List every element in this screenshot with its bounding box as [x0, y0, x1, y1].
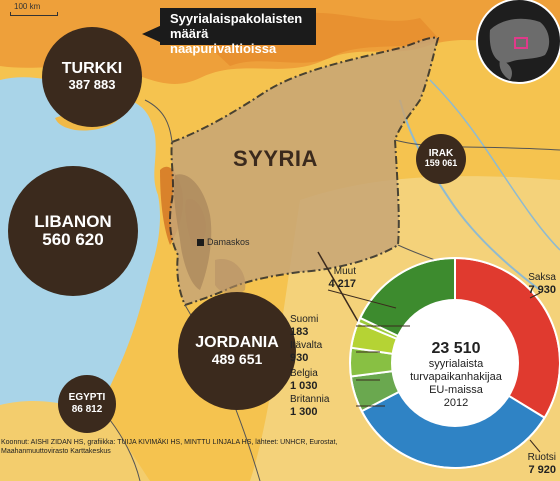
- jordania-value: 489 651: [211, 350, 263, 367]
- sources-text: Koonnut: AISHI ZIDAN HS, grafiikka: TUIJ…: [1, 439, 338, 455]
- legend-saksa: Saksa 7 930: [520, 272, 556, 296]
- legend-itavalta-label: Itävalta: [290, 340, 323, 351]
- callout-box: Syyrialaispakolaisten määrä naapurivalti…: [160, 8, 316, 56]
- irak-circle: IRAK 159 061: [416, 134, 466, 184]
- turkki-value: 387 883: [68, 77, 116, 93]
- pie-chart: [350, 258, 560, 468]
- legend-belgia: Belgia 1 030: [290, 368, 350, 392]
- turkki-circle: TURKKI 387 883: [42, 27, 142, 127]
- turkki-name: TURKKI: [61, 60, 123, 78]
- pie-center-line2: turvapaikanhakijaa: [410, 371, 502, 383]
- libanon-value: 560 620: [42, 229, 104, 249]
- legend-muut-label: Muut: [333, 266, 356, 277]
- egypti-value: 86 812: [71, 403, 103, 415]
- pie-center-line3: EU-maissa: [429, 384, 483, 396]
- legend-ruotsi-value: 7 920: [528, 464, 556, 476]
- pie-center-line1: syyrialaista: [428, 358, 484, 370]
- legend-belgia-label: Belgia: [290, 368, 318, 379]
- jordania-name: JORDANIA: [195, 333, 279, 351]
- jordania-circle: JORDANIA 489 651: [178, 292, 296, 410]
- legend-belgia-value: 1 030: [290, 380, 318, 392]
- legend-britannia: Britannia 1 300: [290, 394, 350, 418]
- pie-total: 23 510: [431, 340, 481, 357]
- callout-line2: määrä naapurivaltioissa: [170, 26, 277, 56]
- pie-center-text: 23 510 syyrialaista turvapaikanhakijaa E…: [396, 340, 516, 410]
- scale-bar: [10, 12, 58, 16]
- egypti-name: EGYPTI: [68, 392, 106, 404]
- legend-suomi: Suomi 183: [290, 314, 350, 338]
- legend-suomi-value: 183: [290, 326, 309, 338]
- legend-itavalta-value: 930: [290, 352, 309, 364]
- legend-suomi-label: Suomi: [290, 314, 319, 325]
- legend-saksa-label: Saksa: [528, 272, 556, 283]
- libanon-name: LIBANON: [34, 211, 112, 231]
- syria-label: SYYRIA: [233, 146, 318, 171]
- legend-itavalta: Itävalta 930: [290, 340, 350, 364]
- callout-tail: [142, 25, 162, 43]
- capital-marker: [197, 239, 204, 246]
- legend-britannia-label: Britannia: [290, 394, 330, 405]
- legend-saksa-value: 7 930: [528, 284, 556, 296]
- egypti-circle: EGYPTI 86 812: [58, 375, 116, 433]
- legend-muut: Muut 4 217: [320, 266, 356, 290]
- capital-label: Damaskos: [207, 237, 250, 247]
- callout-line1: Syyrialaispakolaisten: [170, 11, 303, 26]
- legend-ruotsi: Ruotsi 7 920: [520, 452, 556, 476]
- libanon-circle: LIBANON 560 620: [8, 166, 138, 296]
- pie-center-disc: [391, 299, 519, 427]
- legend-ruotsi-label: Ruotsi: [527, 452, 556, 463]
- scale-label: 100 km: [14, 2, 41, 11]
- legend-britannia-value: 1 300: [290, 406, 318, 418]
- irak-value: 159 061: [424, 158, 458, 169]
- legend-muut-value: 4 217: [328, 278, 356, 290]
- pie-center-year: 2012: [443, 397, 469, 409]
- irak-name: IRAK: [428, 147, 454, 159]
